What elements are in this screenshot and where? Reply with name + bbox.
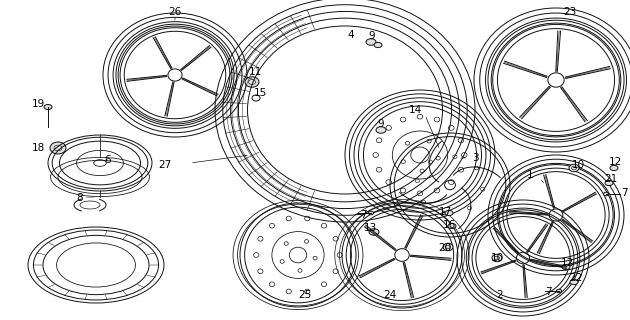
Text: 21: 21 (604, 174, 617, 184)
Ellipse shape (448, 223, 456, 228)
Text: 24: 24 (384, 290, 397, 300)
Text: 7: 7 (360, 210, 366, 220)
Text: 12: 12 (560, 258, 574, 268)
Ellipse shape (369, 229, 379, 235)
Ellipse shape (605, 180, 613, 186)
Text: 10: 10 (490, 253, 503, 263)
Text: 9: 9 (378, 119, 384, 129)
Text: 7: 7 (621, 188, 627, 198)
Ellipse shape (556, 289, 561, 293)
Text: 17: 17 (438, 207, 452, 217)
Text: 11: 11 (248, 67, 261, 77)
Ellipse shape (604, 192, 609, 196)
Text: 4: 4 (348, 30, 354, 40)
Ellipse shape (492, 254, 502, 262)
Text: 7: 7 (545, 287, 551, 297)
Text: 23: 23 (563, 7, 576, 17)
Ellipse shape (570, 279, 578, 284)
Text: 14: 14 (408, 105, 421, 115)
Text: 13: 13 (364, 223, 377, 233)
Text: 18: 18 (32, 143, 45, 153)
Ellipse shape (369, 211, 374, 215)
Text: 1: 1 (527, 170, 534, 180)
Text: 20: 20 (438, 243, 452, 253)
Ellipse shape (569, 164, 579, 172)
Text: 6: 6 (105, 155, 112, 165)
Text: 16: 16 (442, 220, 455, 230)
Text: 26: 26 (168, 7, 181, 17)
Ellipse shape (44, 105, 52, 109)
Text: 2: 2 (496, 290, 503, 300)
Text: 27: 27 (158, 160, 171, 170)
Text: 3: 3 (472, 153, 478, 163)
Text: 10: 10 (571, 160, 585, 170)
Text: 22: 22 (570, 273, 583, 283)
Text: 12: 12 (609, 157, 622, 167)
Ellipse shape (562, 264, 570, 269)
Text: 19: 19 (32, 99, 45, 109)
Ellipse shape (445, 211, 453, 216)
Ellipse shape (366, 39, 376, 45)
Ellipse shape (376, 127, 386, 133)
Text: 25: 25 (299, 290, 312, 300)
Ellipse shape (50, 142, 66, 154)
Ellipse shape (610, 165, 618, 171)
Text: 8: 8 (77, 193, 83, 203)
Ellipse shape (374, 43, 382, 48)
Ellipse shape (245, 77, 259, 87)
Text: 15: 15 (253, 88, 266, 98)
Ellipse shape (443, 243, 453, 251)
Text: 9: 9 (369, 31, 375, 41)
